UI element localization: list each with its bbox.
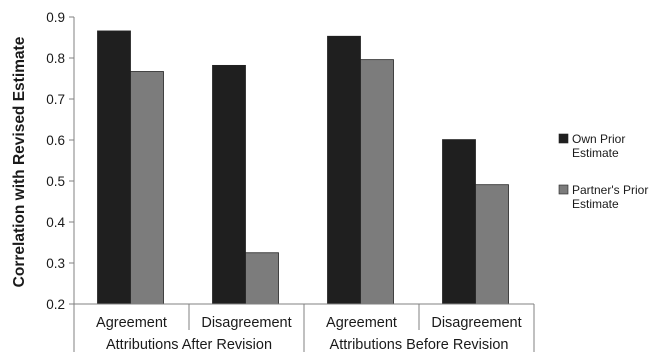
- y-tick-label: 0.4: [46, 215, 65, 230]
- bar-own-prior: [213, 65, 246, 304]
- bar-own-prior: [98, 31, 131, 304]
- x-tick-label: Disagreement: [201, 315, 291, 331]
- y-tick-label: 0.7: [46, 92, 65, 107]
- bar-own-prior: [328, 36, 361, 304]
- bar-own-prior: [443, 140, 476, 304]
- y-tick-label: 0.5: [46, 174, 65, 189]
- x-tick-label: Agreement: [326, 315, 397, 331]
- y-tick-label: 0.9: [46, 10, 65, 25]
- y-axis-ticks: 0.2 0.3 0.4 0.5 0.6 0.7 0.8 0.9: [46, 10, 74, 312]
- x-tick-label: Disagreement: [431, 315, 521, 331]
- y-tick-label: 0.8: [46, 51, 65, 66]
- bar-partner-prior: [131, 72, 164, 304]
- bar-partner-prior: [246, 253, 279, 304]
- legend-label: Own Prior Estimate: [572, 132, 625, 160]
- x-tick-label: Agreement: [96, 315, 167, 331]
- x-axis-labels: Agreement Disagreement Agreement Disagreeme…: [96, 315, 522, 353]
- legend-swatch: [559, 185, 568, 194]
- bar-partner-prior: [361, 60, 394, 304]
- x-group-label: Attributions Before Revision: [330, 337, 509, 353]
- y-tick-label: 0.2: [46, 297, 65, 312]
- y-tick-label: 0.3: [46, 256, 65, 271]
- x-group-label: Attributions After Revision: [106, 337, 272, 353]
- bar-partner-prior: [476, 185, 509, 304]
- y-axis-title: Correlation with Revised Estimate: [11, 36, 28, 287]
- y-tick-label: 0.6: [46, 133, 65, 148]
- legend: Own Prior Estimate Partner's Prior Estimate: [559, 132, 648, 211]
- legend-label: Partner's Prior Estimate: [572, 183, 648, 211]
- bars: [98, 31, 509, 304]
- legend-swatch: [559, 134, 568, 143]
